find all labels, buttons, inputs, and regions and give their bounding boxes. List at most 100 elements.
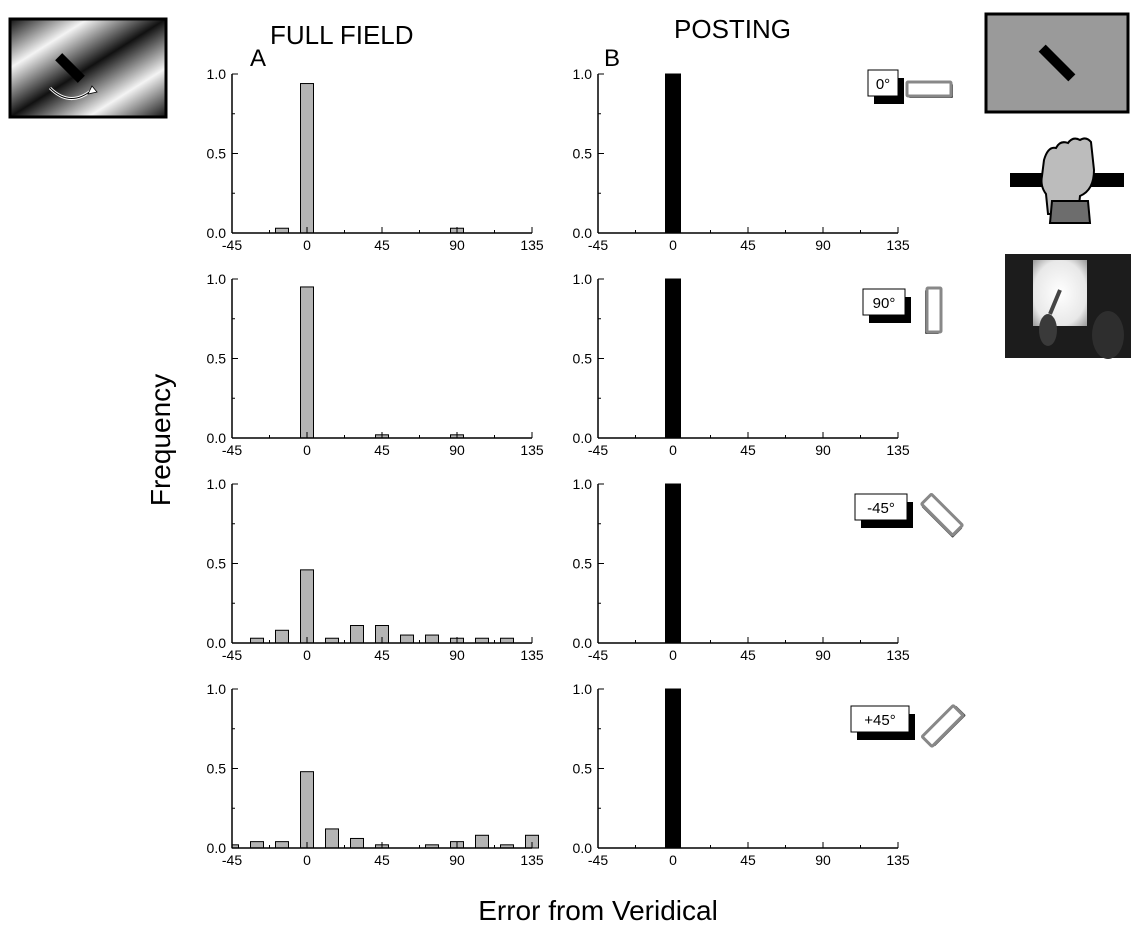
histogram-bar (250, 841, 264, 849)
chart-panel: 0.0 0.5 1.0 -45 0 45 90 135 (573, 476, 910, 663)
histogram-bar (325, 828, 339, 849)
x-tick-label: 45 (374, 852, 390, 868)
y-tick-label: 0.0 (207, 635, 227, 651)
y-tick-label: 0.5 (573, 146, 593, 162)
y-tick-label: 1.0 (573, 476, 593, 492)
histogram-bar (475, 834, 489, 849)
oriented-bar-on-gray-screen-icon (984, 12, 1130, 114)
x-tick-label: 0 (669, 852, 677, 868)
y-tick-label: 1.0 (207, 66, 227, 82)
x-tick-label: 45 (374, 237, 390, 253)
x-tick-label: -45 (222, 442, 242, 458)
condition-badge: -45° (854, 492, 964, 538)
x-tick-label: 0 (303, 237, 311, 253)
x-tick-label: -45 (588, 852, 608, 868)
chart-panel: 0.0 0.5 1.0 -45 0 45 90 135 (207, 476, 544, 663)
histogram-bar (300, 83, 314, 234)
y-tick-label: 0.0 (207, 225, 227, 241)
chart-panel: 0.0 0.5 1.0 -45 0 45 90 135 (207, 66, 544, 253)
bar-outline (905, 80, 953, 98)
x-tick-label: 0 (303, 442, 311, 458)
chart-panel: 0.0 0.5 1.0 -45 0 45 90 135 (573, 66, 910, 253)
x-tick-label: 0 (669, 442, 677, 458)
x-tick-label: 90 (449, 442, 465, 458)
histogram-bar (400, 634, 414, 644)
x-tick-label: 90 (815, 647, 831, 663)
x-tick-label: 90 (449, 647, 465, 663)
badge-box (867, 69, 899, 97)
histogram-bar (350, 625, 364, 644)
histogram-bar (665, 483, 681, 644)
x-tick-label: 90 (815, 237, 831, 253)
x-tick-label: 135 (886, 237, 910, 253)
condition-badge: +45° (850, 704, 966, 748)
x-tick-label: 45 (740, 237, 756, 253)
histogram-bar (275, 629, 289, 644)
condition-label: +45° (864, 712, 895, 729)
y-tick-label: 0.0 (573, 840, 593, 856)
panel-letter-a: A (250, 45, 266, 72)
badge-box (862, 288, 906, 316)
x-tick-label: 90 (449, 852, 465, 868)
x-tick-label: 90 (815, 442, 831, 458)
y-tick-label: 0.5 (207, 556, 227, 572)
x-tick-label: 0 (669, 237, 677, 253)
rotating-grating-with-bar-icon (8, 17, 168, 119)
chart-panel: 0.0 0.5 1.0 -45 0 45 90 135 (573, 271, 910, 458)
x-tick-label: 90 (815, 852, 831, 868)
chart-panel: 0.0 0.5 1.0 -45 0 45 90 135 (207, 271, 544, 458)
bar-outline (920, 492, 964, 537)
y-tick-label: 0.0 (573, 225, 593, 241)
y-tick-label: 0.5 (573, 761, 593, 777)
y-tick-label: 1.0 (207, 476, 227, 492)
y-tick-label: 0.5 (573, 556, 593, 572)
panel-letter-b: B (604, 45, 620, 72)
condition-label: -45° (867, 500, 895, 517)
badge-box (850, 705, 910, 733)
condition-badge: 0° (867, 69, 953, 104)
x-tick-label: 135 (886, 852, 910, 868)
y-tick-label: 0.0 (207, 840, 227, 856)
histogram-bar (665, 278, 681, 439)
x-tick-label: 135 (886, 442, 910, 458)
x-tick-label: 135 (520, 647, 544, 663)
y-axis-title: Frequency (145, 374, 176, 506)
x-tick-label: -45 (588, 647, 608, 663)
x-tick-label: 45 (740, 442, 756, 458)
y-tick-label: 1.0 (207, 681, 227, 697)
condition-label: 0° (876, 76, 890, 93)
x-tick-label: 45 (740, 852, 756, 868)
y-tick-label: 1.0 (207, 271, 227, 287)
histogram-bar (665, 73, 681, 234)
x-tick-label: 135 (520, 442, 544, 458)
orientation-bar-icon (920, 492, 964, 538)
y-tick-label: 0.0 (207, 430, 227, 446)
posting-task-photo-icon (1005, 254, 1131, 359)
x-tick-label: -45 (588, 237, 608, 253)
x-tick-label: 45 (374, 647, 390, 663)
full-field-heading: FULL FIELD (270, 20, 414, 50)
x-tick-label: 135 (520, 237, 544, 253)
y-tick-label: 0.5 (207, 761, 227, 777)
hand-grasping-bar-icon (1010, 137, 1124, 224)
histogram-bar (350, 837, 364, 849)
histogram-bar (665, 688, 681, 849)
y-tick-label: 1.0 (573, 66, 593, 82)
x-tick-label: 45 (374, 442, 390, 458)
condition-badge: 90° (862, 286, 943, 334)
bar-outline (920, 704, 965, 748)
orientation-bar-icon (905, 80, 953, 98)
chart-grid: 0.0 0.5 1.0 -45 0 45 90 135 0.0 0.5 1.0 -45 0 45 90 135… (207, 66, 910, 868)
histogram-bar (300, 569, 314, 644)
x-tick-label: -45 (222, 647, 242, 663)
orientation-bar-icon (920, 704, 966, 748)
posting-heading: POSTING (674, 14, 791, 44)
y-tick-label: 0.5 (207, 351, 227, 367)
x-tick-label: -45 (222, 852, 242, 868)
y-tick-label: 1.0 (573, 271, 593, 287)
y-tick-label: 1.0 (573, 681, 593, 697)
condition-label: 90° (873, 295, 896, 312)
condition-badges: 0° 90° -45° +45° (850, 69, 966, 748)
x-tick-label: 90 (449, 237, 465, 253)
y-tick-label: 0.0 (573, 430, 593, 446)
